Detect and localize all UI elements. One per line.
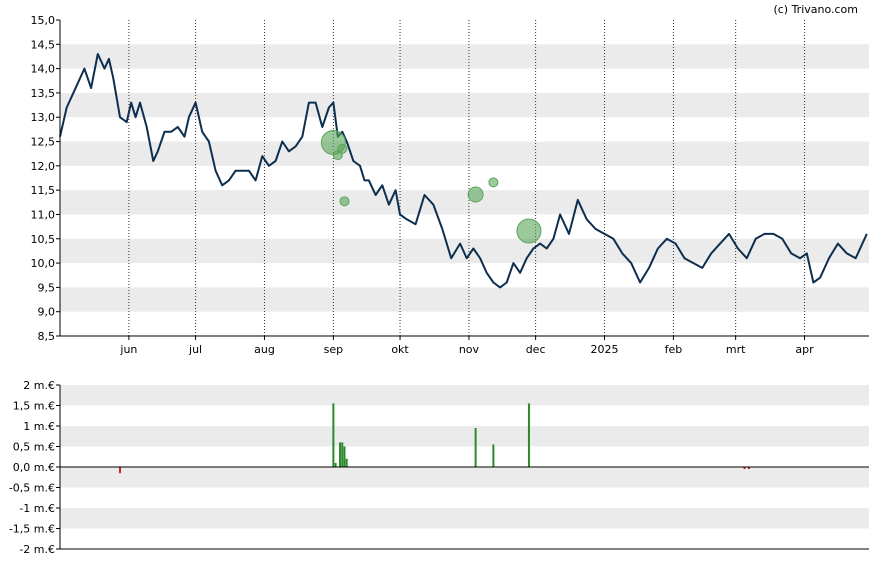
volume-bar [341,442,344,467]
grid-band [60,385,869,406]
grid-band [60,92,869,118]
grid-band [60,426,869,447]
x-tick-label: mrt [726,343,746,356]
price-chart-panel: 8,5 9,0 9,5 10,0 10,5 11,0 11,5 12,0 12,5 13,0 13,… [31,14,869,356]
x-tick-label: nov [459,343,480,356]
y-tick-label: -0,5 m.€ [9,482,55,495]
price-x-axis: jun jul aug sep okt nov dec 2025 feb mrt apr [119,336,814,356]
y-tick-label: 14,0 [31,63,56,76]
grid-band [60,44,869,69]
y-tick-label: 11,0 [31,208,56,221]
grid-band [60,190,869,215]
y-tick-label: 12,0 [31,160,56,173]
y-tick-label: 13,0 [31,111,56,124]
y-tick-label: 0,0 m.€ [13,461,55,474]
transaction-bubbles [320,130,542,244]
volume-bar [332,403,335,467]
y-tick-label: 11,5 [31,184,56,197]
y-tick-label: 0,5 m.€ [13,441,55,454]
x-tick-label: dec [526,343,546,356]
volume-bar [345,458,348,467]
x-tick-label: jun [119,343,137,356]
x-tick-label: 2025 [591,343,619,356]
grid-band [60,467,869,488]
y-tick-label: -1 m.€ [19,502,55,515]
transaction-bubble [339,196,350,207]
x-tick-label: aug [254,343,275,356]
grid-band [60,287,869,312]
x-tick-label: feb [665,343,683,356]
y-tick-label: 15,0 [31,14,56,27]
volume-bar [119,467,122,474]
volume-bar [343,446,346,467]
y-tick-label: 1 m.€ [23,420,55,433]
volume-bar [492,444,495,467]
y-tick-label: 13,5 [31,87,56,100]
y-tick-label: 9,0 [38,306,56,319]
y-tick-label: 2 m.€ [23,379,55,392]
volume-bars [119,403,750,474]
x-tick-label: okt [391,343,409,356]
y-tick-label: -2 m.€ [19,543,55,556]
volume-bar [339,442,342,467]
x-tick-label: jul [188,343,202,356]
y-tick-label: 14,5 [31,38,56,51]
y-tick-label: 12,5 [31,136,56,149]
volume-bar [474,428,477,467]
price-line [59,53,868,289]
x-tick-label: apr [795,343,814,356]
volume-bar [743,467,746,470]
y-tick-label: 9,5 [38,281,56,294]
volume-bar [747,467,750,470]
transaction-bubble [488,177,499,188]
x-tick-label: sep [324,343,343,356]
y-tick-label: 10,5 [31,233,56,246]
price-y-axis: 8,5 9,0 9,5 10,0 10,5 11,0 11,5 12,0 12,5 13,0 13,… [31,14,60,343]
volume-y-axis: 2 m.€ 1,5 m.€ 1 m.€ 0,5 m.€ 0,0 m.€ -0,5 m.€ -… [9,379,60,556]
transaction-bubble [337,143,348,154]
volume-bar [334,462,337,467]
y-tick-label: 10,0 [31,257,56,270]
price-axes-frame [59,20,869,337]
y-tick-label: 1,5 m.€ [13,400,55,413]
credit-text: (c) Trivano.com [773,3,858,16]
volume-bar [527,403,530,467]
price-grid-bands [60,44,869,312]
grid-band [60,141,869,166]
price-series [59,53,868,289]
grid-band [60,508,869,529]
volume-grid-bands [60,385,869,529]
transaction-bubble [467,186,484,203]
y-tick-label: 8,5 [38,330,56,343]
volume-chart-panel: 2 m.€ 1,5 m.€ 1 m.€ 0,5 m.€ 0,0 m.€ -0,5 m.€ -… [9,379,869,556]
y-tick-label: -1,5 m.€ [9,523,55,536]
transaction-bubble [516,218,542,244]
